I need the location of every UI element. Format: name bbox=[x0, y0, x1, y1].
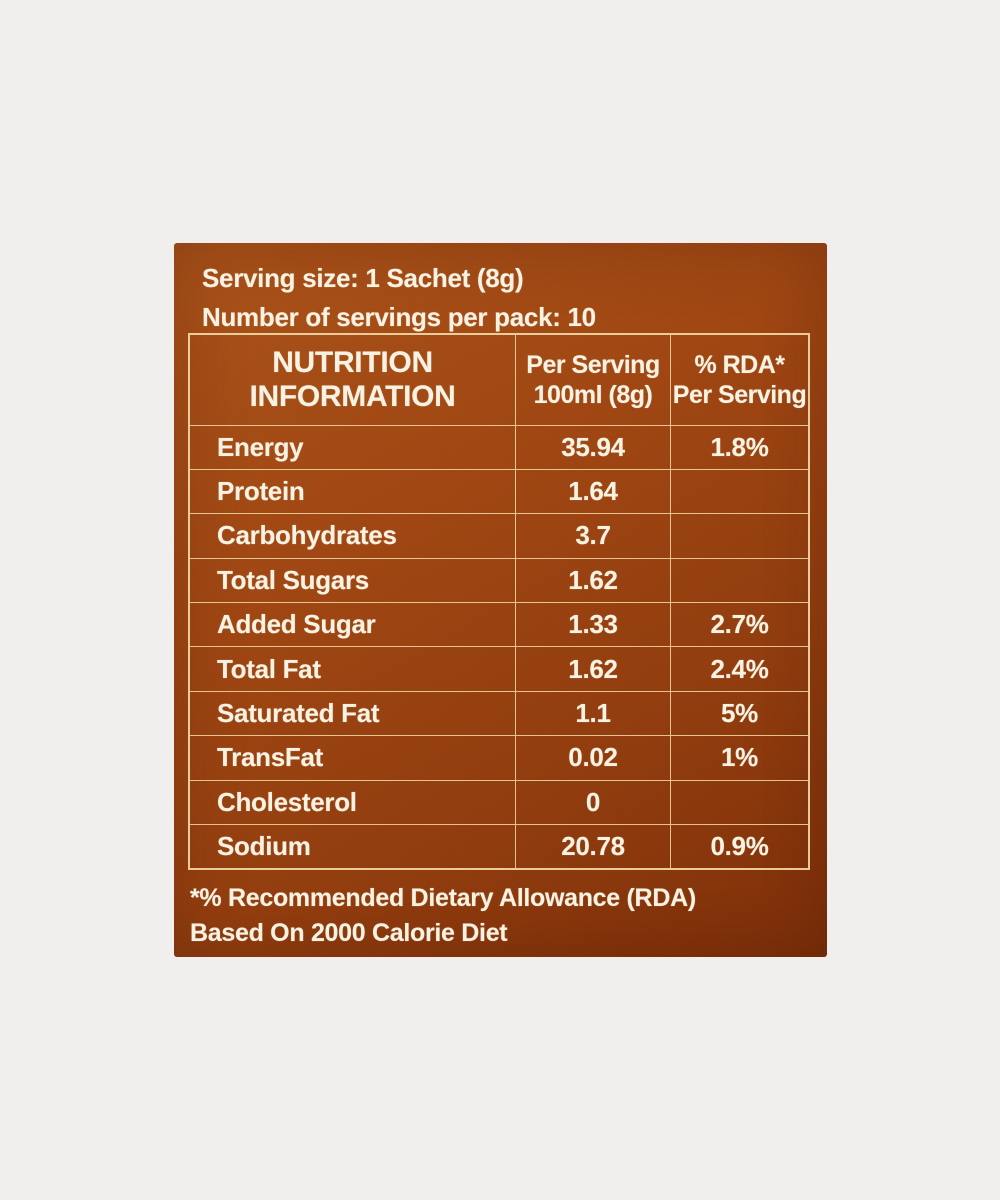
nutrition-label: Serving size: 1 Sachet (8g) Number of se… bbox=[174, 243, 827, 957]
servings-per-pack-text: Number of servings per pack: 10 bbox=[202, 302, 596, 332]
header-line: 100ml (8g) bbox=[533, 380, 653, 409]
footnote-line-1: *% Recommended Dietary Allowance (RDA) bbox=[190, 884, 696, 912]
nutrient-name: Total Fat bbox=[190, 647, 516, 691]
rda-value: 0.9% bbox=[710, 831, 769, 862]
header-line: % RDA* bbox=[694, 350, 785, 379]
rda-value: 1.8% bbox=[710, 431, 769, 462]
header-line: NUTRITION bbox=[272, 345, 433, 379]
per-serving-value: 1.64 bbox=[516, 469, 671, 514]
header-line: INFORMATION bbox=[249, 379, 456, 413]
per-serving-value: 1.1 bbox=[516, 691, 671, 736]
table-row-saturated-fat: Saturated Fat 1.1 5% bbox=[190, 691, 808, 737]
header-per-serving: Per Serving 100ml (8g) bbox=[516, 335, 671, 425]
serving-info-block: Serving size: 1 Sachet (8g) Number of se… bbox=[202, 259, 807, 337]
header-nutrition-information: NUTRITION INFORMATION bbox=[190, 335, 516, 425]
per-serving-value: 35.94 bbox=[516, 425, 671, 469]
nutrient-name: Energy bbox=[190, 425, 516, 469]
rda-value bbox=[671, 781, 808, 824]
header-line: Per Serving bbox=[526, 350, 660, 379]
per-serving-value: 0 bbox=[516, 780, 671, 825]
nutrient-name: Protein bbox=[190, 469, 516, 514]
header-line: Per Serving bbox=[672, 380, 807, 409]
nutrition-table: NUTRITION INFORMATION Per Serving 100ml … bbox=[188, 333, 810, 871]
table-row-sodium: Sodium 20.78 0.9% bbox=[190, 825, 808, 869]
per-serving-value: 3.7 bbox=[516, 514, 671, 558]
nutrient-name: TransFat bbox=[190, 736, 516, 780]
rda-value bbox=[671, 470, 808, 513]
nutrient-name: Total Sugars bbox=[190, 558, 516, 603]
rda-value: 2.7% bbox=[710, 609, 769, 640]
per-serving-value: 1.62 bbox=[516, 558, 671, 603]
table-row-total-fat: Total Fat 1.62 2.4% bbox=[190, 647, 808, 692]
table-header-row: NUTRITION INFORMATION Per Serving 100ml … bbox=[190, 335, 808, 426]
per-serving-value: 1.33 bbox=[516, 603, 671, 647]
rda-value: 2.4% bbox=[710, 653, 769, 684]
nutrient-name: Added Sugar bbox=[190, 603, 516, 647]
per-serving-value: 20.78 bbox=[516, 825, 671, 869]
table-row-carbohydrates: Carbohydrates 3.7 bbox=[190, 514, 808, 559]
table-row-protein: Protein 1.64 bbox=[190, 469, 808, 515]
rda-footnote: *% Recommended Dietary Allowance (RDA) B… bbox=[190, 881, 813, 951]
table-row-total-sugars: Total Sugars 1.62 bbox=[190, 558, 808, 604]
rda-value bbox=[671, 514, 808, 557]
per-serving-value: 0.02 bbox=[516, 736, 671, 780]
nutrient-name: Saturated Fat bbox=[190, 691, 516, 736]
footnote-line-2: Based On 2000 Calorie Diet bbox=[190, 919, 508, 947]
nutrient-name: Carbohydrates bbox=[190, 514, 516, 558]
table-row-added-sugar: Added Sugar 1.33 2.7% bbox=[190, 603, 808, 648]
header-rda-per-serving: % RDA* Per Serving bbox=[671, 335, 808, 425]
table-row-energy: Energy 35.94 1.8% bbox=[190, 425, 808, 470]
serving-size-text: Serving size: 1 Sachet (8g) bbox=[202, 263, 524, 293]
rda-value: 1% bbox=[721, 742, 758, 773]
rda-value bbox=[671, 559, 808, 602]
table-row-transfat: TransFat 0.02 1% bbox=[190, 736, 808, 781]
rda-value: 5% bbox=[721, 698, 758, 729]
per-serving-value: 1.62 bbox=[516, 647, 671, 691]
nutrient-name: Sodium bbox=[190, 825, 516, 869]
table-row-cholesterol: Cholesterol 0 bbox=[190, 780, 808, 826]
nutrient-name: Cholesterol bbox=[190, 780, 516, 825]
